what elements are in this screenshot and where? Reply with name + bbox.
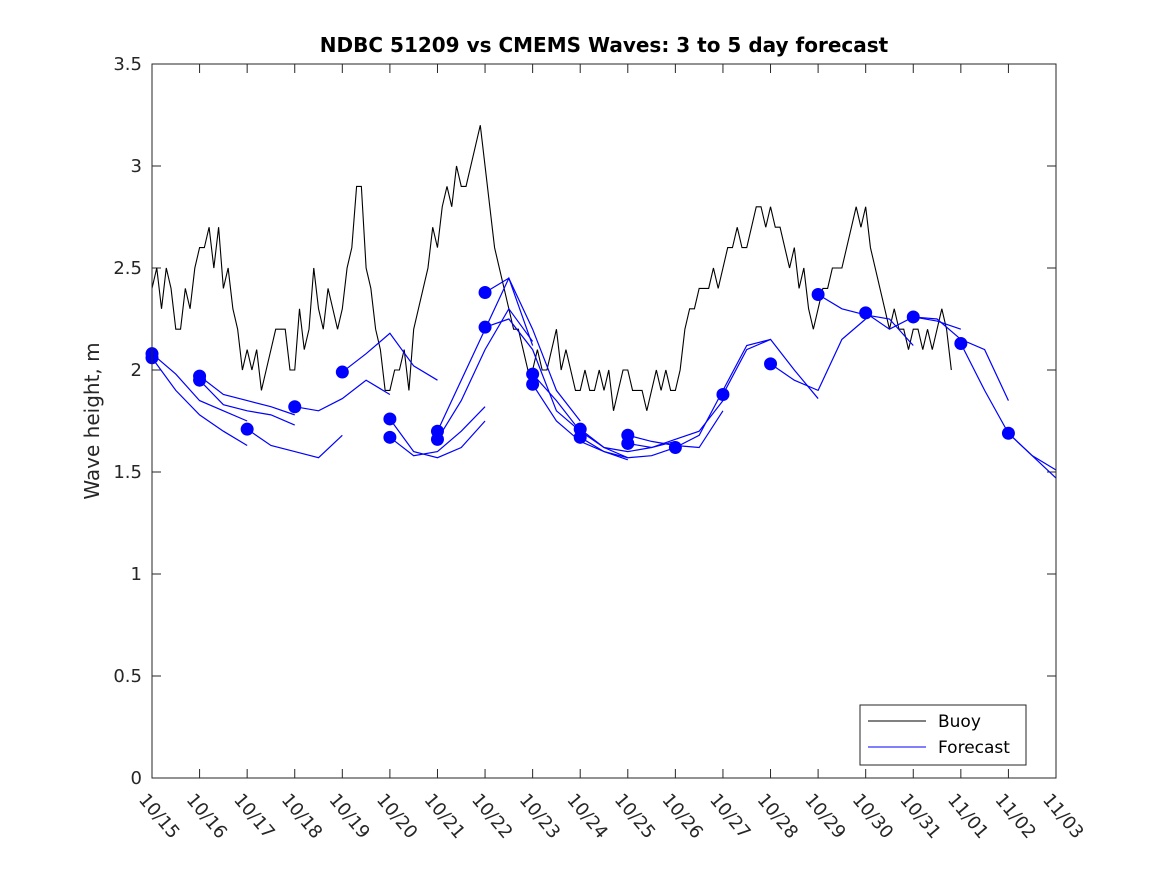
forecast-marker <box>859 306 873 320</box>
forecast-marker <box>1001 426 1015 440</box>
forecast-marker <box>954 336 968 350</box>
forecast-marker <box>906 310 920 324</box>
legend-forecast-label: Forecast <box>938 738 1010 758</box>
plot-background <box>152 64 1056 778</box>
forecast-marker <box>335 365 349 379</box>
forecast-marker <box>811 288 825 302</box>
forecast-markers <box>145 285 1015 455</box>
y-tick-label: 3.5 <box>113 54 142 75</box>
legend: Buoy Forecast <box>859 704 1027 766</box>
legend-buoy-label: Buoy <box>938 712 981 732</box>
y-axis-label: Wave height, m <box>80 342 104 499</box>
forecast-marker <box>716 387 730 401</box>
forecast-line <box>246 428 343 459</box>
buoy-line <box>151 125 952 411</box>
forecast-marker <box>383 412 397 426</box>
y-tick-label: 0 <box>131 768 142 789</box>
y-tick-label: 0.5 <box>113 666 142 687</box>
forecast-line <box>199 375 295 416</box>
axes-box <box>151 63 1057 779</box>
forecast-line <box>484 318 581 432</box>
forecast-line <box>199 379 295 426</box>
forecast-line <box>1008 432 1057 471</box>
axis-ticks <box>151 63 1057 779</box>
forecast-marker <box>430 432 444 446</box>
forecast-marker <box>478 320 492 334</box>
legend-box <box>859 704 1027 766</box>
forecast-marker <box>621 436 635 450</box>
forecast-line <box>294 379 391 412</box>
forecast-line <box>436 307 534 440</box>
forecast-line <box>484 277 581 422</box>
forecast-line <box>341 332 438 381</box>
buoy-series <box>151 125 952 411</box>
forecast-marker <box>573 430 587 444</box>
forecast-marker <box>668 441 682 455</box>
forecast-line <box>389 418 486 459</box>
y-tick-label: 1 <box>131 564 142 585</box>
forecast-marker <box>526 367 540 381</box>
forecast-marker <box>240 422 254 436</box>
forecast-line <box>151 353 248 422</box>
y-axis-tick-labels: 0 0.5 1 1.5 2 2.5 3 3.5 <box>113 54 142 789</box>
forecast-marker <box>478 285 492 299</box>
forecast-marker <box>764 357 778 371</box>
y-tick-label: 2.5 <box>113 258 142 279</box>
y-tick-label: 3 <box>131 156 142 177</box>
forecast-line <box>770 318 867 392</box>
plot-area <box>145 63 1057 779</box>
forecast-line <box>389 406 486 457</box>
forecast-line <box>579 428 676 453</box>
forecast-marker <box>288 400 302 414</box>
y-tick-label: 2 <box>131 360 142 381</box>
chart-title: NDBC 51209 vs CMEMS Waves: 3 to 5 day fo… <box>320 33 889 57</box>
forecast-marker <box>383 430 397 444</box>
forecast-line <box>151 357 248 446</box>
forecast-marker <box>193 373 207 387</box>
forecast-line <box>579 436 676 459</box>
y-tick-label: 1.5 <box>113 462 142 483</box>
forecast-line <box>722 338 819 399</box>
forecast-marker <box>526 377 540 391</box>
